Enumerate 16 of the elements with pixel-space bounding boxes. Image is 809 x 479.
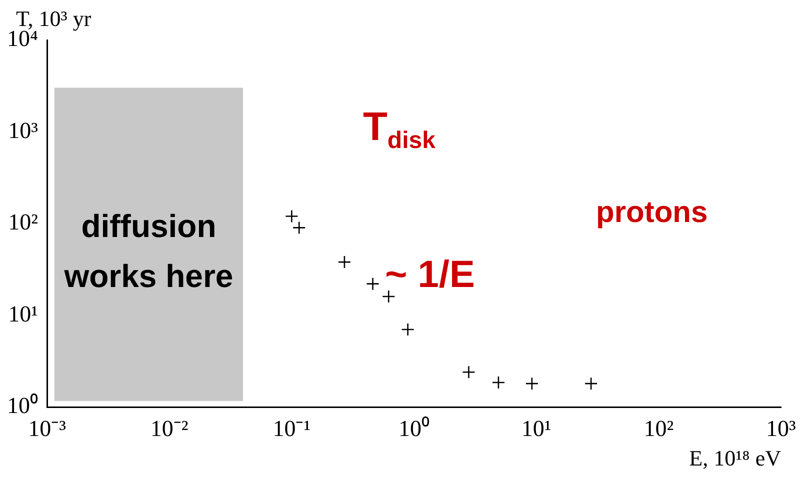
x-tick-label: 10⁻² bbox=[150, 416, 188, 441]
x-tick-label: 10⁻³ bbox=[28, 416, 66, 441]
y-axis-title: T, 10³ yr bbox=[16, 6, 92, 31]
x-tick-label: 10⁻¹ bbox=[272, 416, 311, 441]
y-tick-label: 10² bbox=[8, 210, 38, 235]
x-tick-label: 10⁰ bbox=[398, 416, 430, 441]
y-tick-label: 10⁰ bbox=[7, 393, 38, 418]
x-axis-title: E, 10¹⁸ eV bbox=[689, 446, 782, 471]
x-tick-label: 10² bbox=[644, 416, 674, 441]
x-tick-label: 10¹ bbox=[521, 416, 552, 441]
annotation: protons bbox=[596, 196, 708, 229]
annotation: ~ 1/E bbox=[385, 254, 475, 296]
x-tick-label: 10³ bbox=[766, 416, 796, 441]
y-tick-label: 10³ bbox=[8, 118, 38, 143]
band-label: diffusion works here bbox=[63, 208, 234, 294]
y-tick-label: 10¹ bbox=[8, 301, 38, 326]
